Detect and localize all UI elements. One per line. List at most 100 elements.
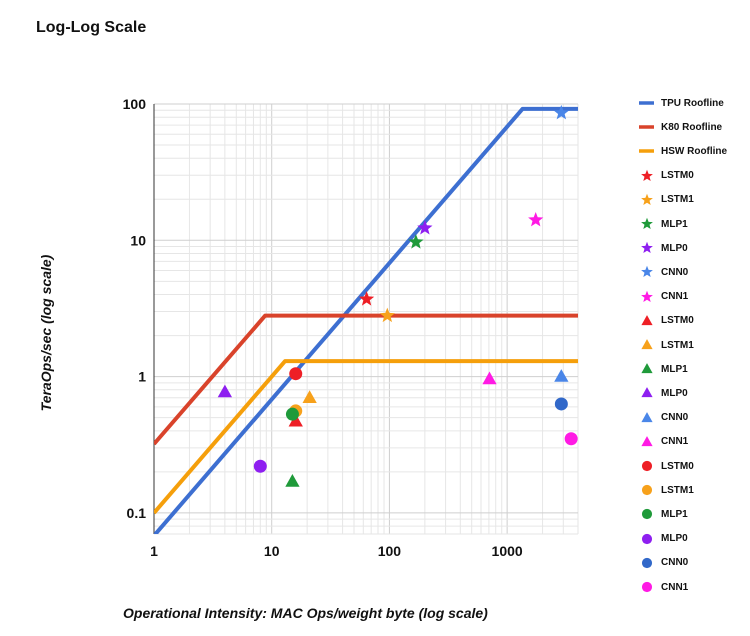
tpu-roofline-line <box>154 106 578 534</box>
chart-title: Log-Log Scale <box>36 19 147 36</box>
legend-label: MLP1 <box>661 363 688 375</box>
lstm1-star-point <box>379 307 395 323</box>
legend-star-mark <box>641 193 653 205</box>
cnn1-star-point <box>528 212 544 227</box>
legend-triangle-icon <box>638 434 656 450</box>
legend-item: HSW Roofline <box>638 143 727 159</box>
legend-item: MLP0 <box>638 385 688 401</box>
legend-triangle-mark <box>641 314 653 325</box>
lstm0-circle-point <box>289 367 303 381</box>
legend-label: CNN1 <box>661 581 689 593</box>
legend-circle-icon <box>638 458 656 474</box>
legend-label: CNN0 <box>661 266 689 278</box>
legend-item: MLP1 <box>638 506 688 522</box>
legend-label: CNN1 <box>661 436 689 448</box>
legend-item: LSTM0 <box>638 168 694 184</box>
legend-item: LSTM1 <box>638 192 694 208</box>
legend-item: CNN1 <box>638 579 688 595</box>
legend-line-swatch <box>638 95 656 111</box>
mlp0-circle-point <box>253 459 267 473</box>
legend-item: MLP1 <box>638 361 688 377</box>
legend-circle-icon <box>638 579 656 595</box>
y-tick-label: 1 <box>138 369 146 385</box>
y-axis-label: TeraOps/sec (log scale) <box>38 254 54 412</box>
legend-triangle-icon <box>638 385 656 401</box>
legend-label: K80 Roofline <box>661 121 723 133</box>
x-tick-label: 10 <box>264 543 280 559</box>
legend-circle-mark <box>641 485 653 496</box>
legend-label: MLP0 <box>661 242 688 254</box>
legend-item: LSTM0 <box>638 458 694 474</box>
x-tick-label: 1000 <box>492 543 523 559</box>
legend-label: MLP1 <box>661 218 688 230</box>
legend-triangle-mark <box>641 411 653 422</box>
legend-star-mark <box>641 241 653 254</box>
legend-triangle-mark <box>641 435 653 446</box>
y-tick-label: 0.1 <box>127 505 147 521</box>
legend-item: LSTM1 <box>638 337 694 353</box>
hsw-roofline-line <box>154 359 578 515</box>
legend-triangle-mark <box>641 339 653 350</box>
legend-item: K80 Roofline <box>638 119 722 135</box>
cnn0-circle-point <box>554 397 568 411</box>
mlp0-triangle-point <box>217 384 232 398</box>
legend-item: MLP1 <box>638 216 688 232</box>
data-points <box>217 104 578 487</box>
y-tick-label: 100 <box>123 96 147 112</box>
legend-star-icon <box>638 264 656 280</box>
legend-label: CNN0 <box>661 557 689 569</box>
legend-label: CNN1 <box>661 291 689 303</box>
legend-item: CNN0 <box>638 264 688 280</box>
legend-item: MLP0 <box>638 531 688 547</box>
legend-label: LSTM1 <box>661 194 694 206</box>
legend-triangle-mark <box>641 387 653 398</box>
legend-item: TPU Roofline <box>638 95 724 111</box>
cnn0-triangle-point <box>554 369 569 382</box>
legend-label: LSTM1 <box>661 484 694 496</box>
legend-star-mark <box>641 217 653 229</box>
legend-item: CNN0 <box>638 410 688 426</box>
legend-star-mark <box>641 266 653 278</box>
legend-star-icon <box>638 168 656 184</box>
mlp1-circle-point <box>285 407 299 421</box>
mlp1-triangle-point <box>285 474 300 487</box>
legend-label: HSW Roofline <box>661 145 728 157</box>
cnn1-circle-point <box>564 432 578 446</box>
legend-label: MLP0 <box>661 533 688 545</box>
x-tick-label: 100 <box>378 543 402 559</box>
lstm1-triangle-point <box>302 390 317 403</box>
cnn1-triangle-point <box>482 371 497 385</box>
legend-item: MLP0 <box>638 240 688 256</box>
lstm0-star-point <box>359 291 375 306</box>
cnn0-star-point <box>553 104 569 120</box>
legend-star-icon <box>638 240 656 256</box>
legend-item: CNN1 <box>638 434 688 450</box>
legend-star-mark <box>641 290 653 302</box>
legend-item: LSTM1 <box>638 482 694 498</box>
mlp0-star-point <box>417 220 433 235</box>
legend-label: LSTM0 <box>661 315 694 327</box>
legend-triangle-icon <box>638 337 656 353</box>
legend-circle-icon <box>638 506 656 522</box>
legend-item: CNN1 <box>638 289 688 305</box>
lstm0-triangle-point <box>288 413 303 427</box>
legend-line-swatch <box>638 119 656 135</box>
legend-circle-mark <box>641 509 653 520</box>
legend-triangle-icon <box>638 313 656 329</box>
legend-item: CNN0 <box>638 555 688 571</box>
legend-triangle-icon <box>638 410 656 426</box>
legend-label: LSTM0 <box>661 460 694 472</box>
legend-circle-icon <box>638 482 656 498</box>
legend-circle-mark <box>641 460 653 472</box>
legend-star-mark <box>641 169 653 181</box>
k80-roofline-line <box>154 313 578 446</box>
legend-label: TPU Roofline <box>661 97 724 109</box>
legend-circle-mark <box>641 581 653 593</box>
legend-star-icon <box>638 192 656 208</box>
grid <box>153 103 579 535</box>
y-tick-label: 10 <box>130 232 146 248</box>
legend-label: LSTM0 <box>661 170 694 182</box>
rooflines <box>154 106 578 534</box>
legend-label: LSTM1 <box>661 339 694 351</box>
